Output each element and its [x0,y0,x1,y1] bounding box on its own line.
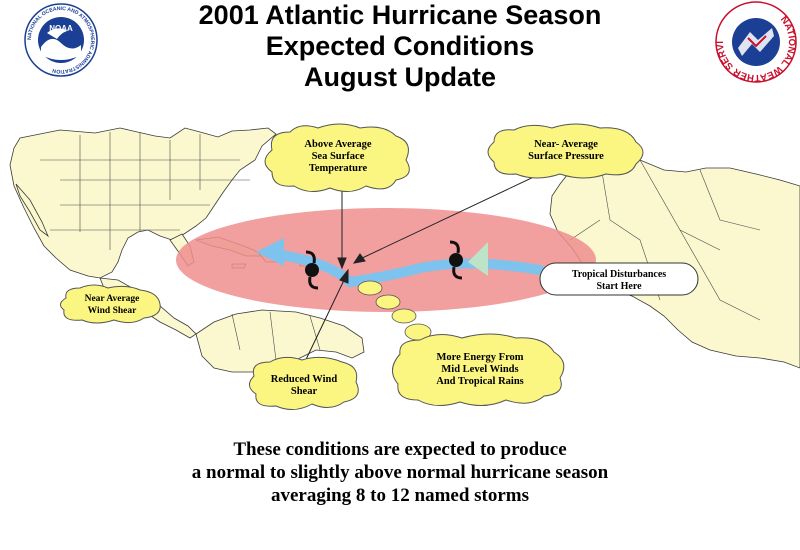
title-line-1: 2001 Atlantic Hurricane Season [198,0,602,30]
hurricane-symbol-west [305,250,319,290]
title-line-3: August Update [304,62,496,92]
disturbances-box [539,262,699,296]
caption-line-1: These conditions are expected to produce [233,439,567,460]
energy-callout-line-3: And Tropical Rains [436,376,524,387]
noaa-logo-text: NOAA [49,24,73,33]
caption-line-3: averaging 8 to 12 named storms [270,485,530,506]
pressure-cloud [487,123,644,179]
reduced-shear-cloud [249,356,359,410]
wind-shear-callout-line-1: Near Average [85,294,140,304]
title-line-2: Expected Conditions [265,31,535,61]
wind-shear-cloud [60,284,161,324]
sst-callout-line-3: Temperature [309,163,368,174]
energy-callout-line-1: More Energy From [436,352,523,363]
noaa-logo: NATIONAL OCEANIC AND ATMOSPHERIC ADMINIS… [24,3,98,77]
hurricane-map: Above Average Sea Surface Temperature Ne… [9,123,800,410]
wind-shear-callout-line-2: Wind Shear [88,306,137,316]
callout-pointers [299,173,541,373]
caption-line-2: a normal to slightly above normal hurric… [191,462,609,483]
energy-callout-line-2: Mid Level Winds [441,364,518,375]
disturbances-callout-line-2: Start Here [596,281,642,292]
disturbance-origin-marker [468,242,488,276]
energy-cloud [392,333,565,406]
sst-callout-line-2: Sea Surface [312,151,365,162]
reduced-shear-callout-line-2: Shear [291,386,318,397]
reduced-shear-callout-line-1: Reduced Wind [271,374,338,385]
thought-bubbles [357,280,432,341]
pressure-callout-line-2: Surface Pressure [528,151,604,162]
track-arrowhead [256,238,284,266]
hurricane-symbol-east [449,240,463,280]
map-borders [40,132,761,361]
development-region [176,208,596,312]
sst-callout-line-1: Above Average [304,139,372,150]
nws-logo: NATIONAL WEATHER SERVICE [712,0,797,83]
pressure-callout-line-1: Near- Average [534,139,598,150]
disturbances-callout-line-1: Tropical Disturbances [572,269,666,280]
sst-cloud [264,123,410,192]
